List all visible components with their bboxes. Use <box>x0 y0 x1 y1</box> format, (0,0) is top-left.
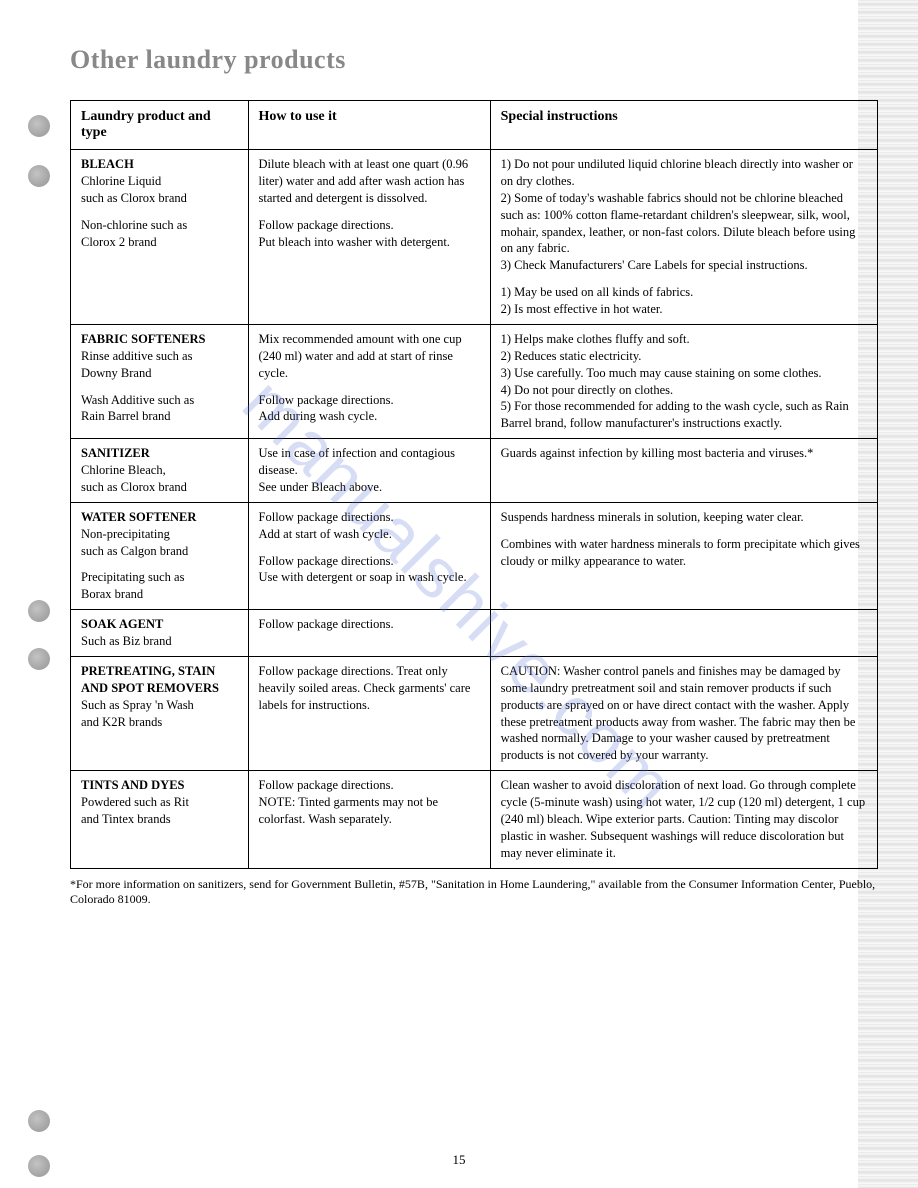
cell-special: Suspends hardness minerals in solution, … <box>490 502 877 609</box>
cell-product: BLEACHChlorine Liquidsuch as Clorox bran… <box>71 150 249 325</box>
page-number: 15 <box>453 1152 466 1168</box>
cell-product: PRETREATING, STAIN AND SPOT REMOVERSSuch… <box>71 656 249 770</box>
cell-special: Guards against infection by killing most… <box>490 439 877 503</box>
cell-product: WATER SOFTENERNon-precipitatingsuch as C… <box>71 502 249 609</box>
cell-how: Use in case of infection and contagious … <box>248 439 490 503</box>
cell-how: Follow package directions. <box>248 610 490 657</box>
page-title: Other laundry products <box>70 45 878 75</box>
table-header-row: Laundry product and type How to use it S… <box>71 101 878 150</box>
margin-bullet-icon <box>28 1155 50 1177</box>
table-row: PRETREATING, STAIN AND SPOT REMOVERSSuch… <box>71 656 878 770</box>
margin-bullet-icon <box>28 648 50 670</box>
cell-how: Follow package directions.Add at start o… <box>248 502 490 609</box>
cell-special <box>490 610 877 657</box>
cell-how: Follow package directions. Treat only he… <box>248 656 490 770</box>
footnote: *For more information on sanitizers, sen… <box>70 877 878 908</box>
table-row: TINTS AND DYESPowdered such as Ritand Ti… <box>71 771 878 868</box>
header-product: Laundry product and type <box>71 101 249 150</box>
table-row: SOAK AGENTSuch as Biz brandFollow packag… <box>71 610 878 657</box>
laundry-products-table: Laundry product and type How to use it S… <box>70 100 878 869</box>
header-special: Special instructions <box>490 101 877 150</box>
cell-how: Dilute bleach with at least one quart (0… <box>248 150 490 325</box>
margin-bullet-icon <box>28 115 50 137</box>
table-row: SANITIZERChlorine Bleach,such as Clorox … <box>71 439 878 503</box>
table-row: BLEACHChlorine Liquidsuch as Clorox bran… <box>71 150 878 325</box>
margin-bullet-icon <box>28 165 50 187</box>
table-row: FABRIC SOFTENERSRinse additive such asDo… <box>71 324 878 438</box>
header-how: How to use it <box>248 101 490 150</box>
cell-how: Mix recommended amount with one cup (240… <box>248 324 490 438</box>
cell-product: SOAK AGENTSuch as Biz brand <box>71 610 249 657</box>
cell-product: TINTS AND DYESPowdered such as Ritand Ti… <box>71 771 249 868</box>
table-row: WATER SOFTENERNon-precipitatingsuch as C… <box>71 502 878 609</box>
cell-special: 1) Helps make clothes fluffy and soft.2)… <box>490 324 877 438</box>
cell-product: FABRIC SOFTENERSRinse additive such asDo… <box>71 324 249 438</box>
cell-special: CAUTION: Washer control panels and finis… <box>490 656 877 770</box>
cell-special: Clean washer to avoid discoloration of n… <box>490 771 877 868</box>
margin-bullet-icon <box>28 600 50 622</box>
cell-special: 1) Do not pour undiluted liquid chlorine… <box>490 150 877 325</box>
margin-bullet-icon <box>28 1110 50 1132</box>
cell-how: Follow package directions.NOTE: Tinted g… <box>248 771 490 868</box>
cell-product: SANITIZERChlorine Bleach,such as Clorox … <box>71 439 249 503</box>
